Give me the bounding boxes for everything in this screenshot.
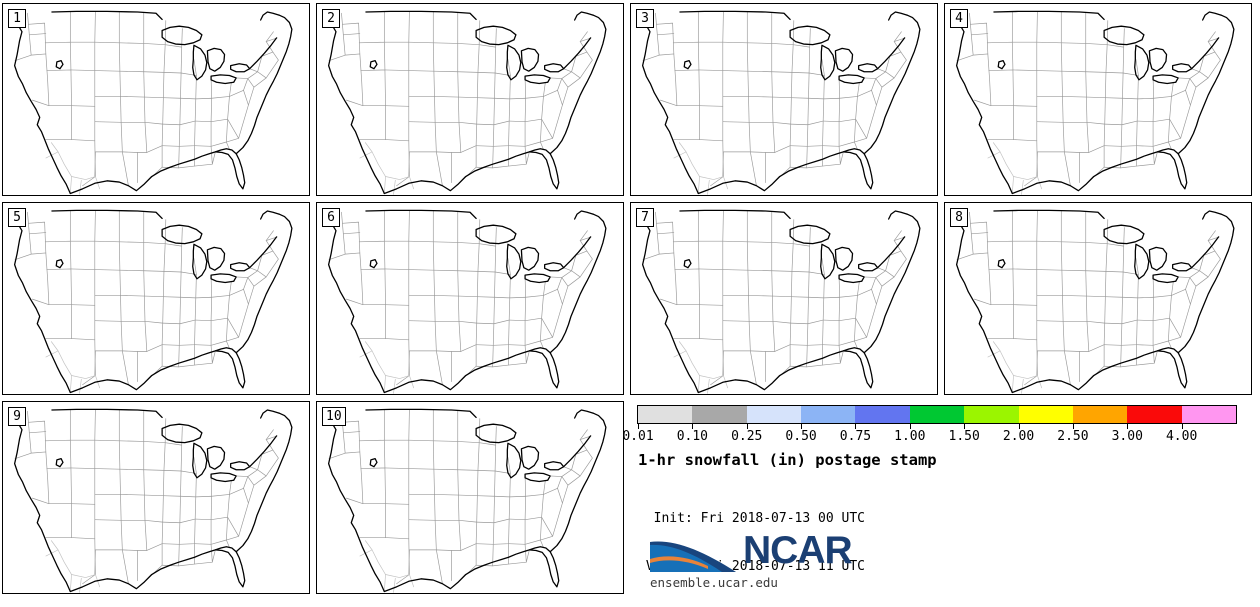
colorbar-segment-4: [855, 406, 910, 423]
panel-number-label: 10: [322, 407, 346, 426]
ncar-logo-mark-icon: [648, 528, 740, 578]
ncar-logo-text: NCAR: [743, 529, 853, 572]
colorbar-segment-10: [1181, 406, 1236, 423]
colorbar-label-8: 2.50: [1057, 429, 1089, 444]
colorbar-label-5: 1.00: [894, 429, 926, 444]
panel-number-label: 4: [950, 9, 968, 28]
colorbar-tick-9: [1127, 424, 1129, 429]
panel-number-label: 6: [322, 208, 340, 227]
colorbar-tick-5: [909, 424, 911, 429]
colorbar-segment-9: [1127, 406, 1182, 423]
colorbar-label-6: 1.50: [948, 429, 980, 444]
map-panel-9[interactable]: 9: [2, 401, 310, 594]
colorbar-label-2: 0.25: [731, 429, 763, 444]
panel-number-label: 5: [8, 208, 26, 227]
figure-title: 1-hr snowfall (in) postage stamp: [638, 451, 937, 469]
map-panel-8[interactable]: 8: [944, 202, 1252, 395]
colorbar-label-9: 3.00: [1111, 429, 1143, 444]
colorbar-tick-4: [855, 424, 857, 429]
map-panel-5[interactable]: 5: [2, 202, 310, 395]
ncar-logo[interactable]: NCAR ensemble.ucar.edu: [648, 528, 853, 590]
map-panel-4[interactable]: 4: [944, 3, 1252, 196]
colorbar-tick-1: [692, 424, 694, 429]
panel-number-label: 7: [636, 208, 654, 227]
colorbar-label-1: 0.10: [676, 429, 709, 444]
colorbar-tick-2: [746, 424, 748, 429]
colorbar-segment-1: [692, 406, 747, 423]
colorbar-label-0: 0.01: [622, 429, 654, 444]
colorbar-tick-3: [801, 424, 803, 429]
panel-number-label: 8: [950, 208, 968, 227]
colorbar-tick-7: [1018, 424, 1020, 429]
map-panel-3[interactable]: 3: [630, 3, 938, 196]
colorbar-tick-6: [964, 424, 966, 429]
colorbar-tick-labels: 0.01 0.10 0.25 0.50 0.75 1.00 1.50 2.00 2.50 3.00…: [622, 429, 1237, 445]
ncar-logo-url[interactable]: ensemble.ucar.edu: [650, 575, 778, 590]
colorbar-label-4: 0.75: [839, 429, 872, 444]
colorbar-segment-2: [746, 406, 802, 423]
colorbar-ticks: [637, 424, 1237, 429]
map-panel-2[interactable]: 2: [316, 3, 624, 196]
colorbar-segment-6: [964, 406, 1019, 423]
colorbar-tick-10: [1181, 424, 1183, 429]
panel-number-label: 2: [322, 9, 340, 28]
map-panel-1[interactable]: 1: [2, 3, 310, 196]
colorbar-label-3: 0.50: [785, 429, 817, 444]
colorbar-label-10: 4.00: [1165, 429, 1198, 444]
init-time-line: Init: Fri 2018-07-13 00 UTC: [638, 511, 865, 526]
panel-number-label: 3: [636, 9, 654, 28]
colorbar-segment-3: [801, 406, 856, 423]
panel-number-label: 1: [8, 9, 26, 28]
colorbar-label-7: 2.00: [1002, 429, 1035, 444]
colorbar-segment-5: [909, 406, 965, 423]
colorbar: [637, 405, 1237, 424]
colorbar-segment-8: [1072, 406, 1128, 423]
map-panel-7[interactable]: 7: [630, 202, 938, 395]
colorbar-segment-0: [638, 406, 693, 423]
map-panel-6[interactable]: 6: [316, 202, 624, 395]
map-panel-10[interactable]: 10: [316, 401, 624, 594]
colorbar-group: 0.01 0.10 0.25 0.50 0.75 1.00 1.50 2.00 2.50 3.00…: [622, 405, 1237, 445]
panel-number-label: 9: [8, 407, 26, 426]
colorbar-segment-7: [1018, 406, 1073, 423]
colorbar-tick-8: [1072, 424, 1074, 429]
colorbar-tick-0: [638, 424, 639, 429]
